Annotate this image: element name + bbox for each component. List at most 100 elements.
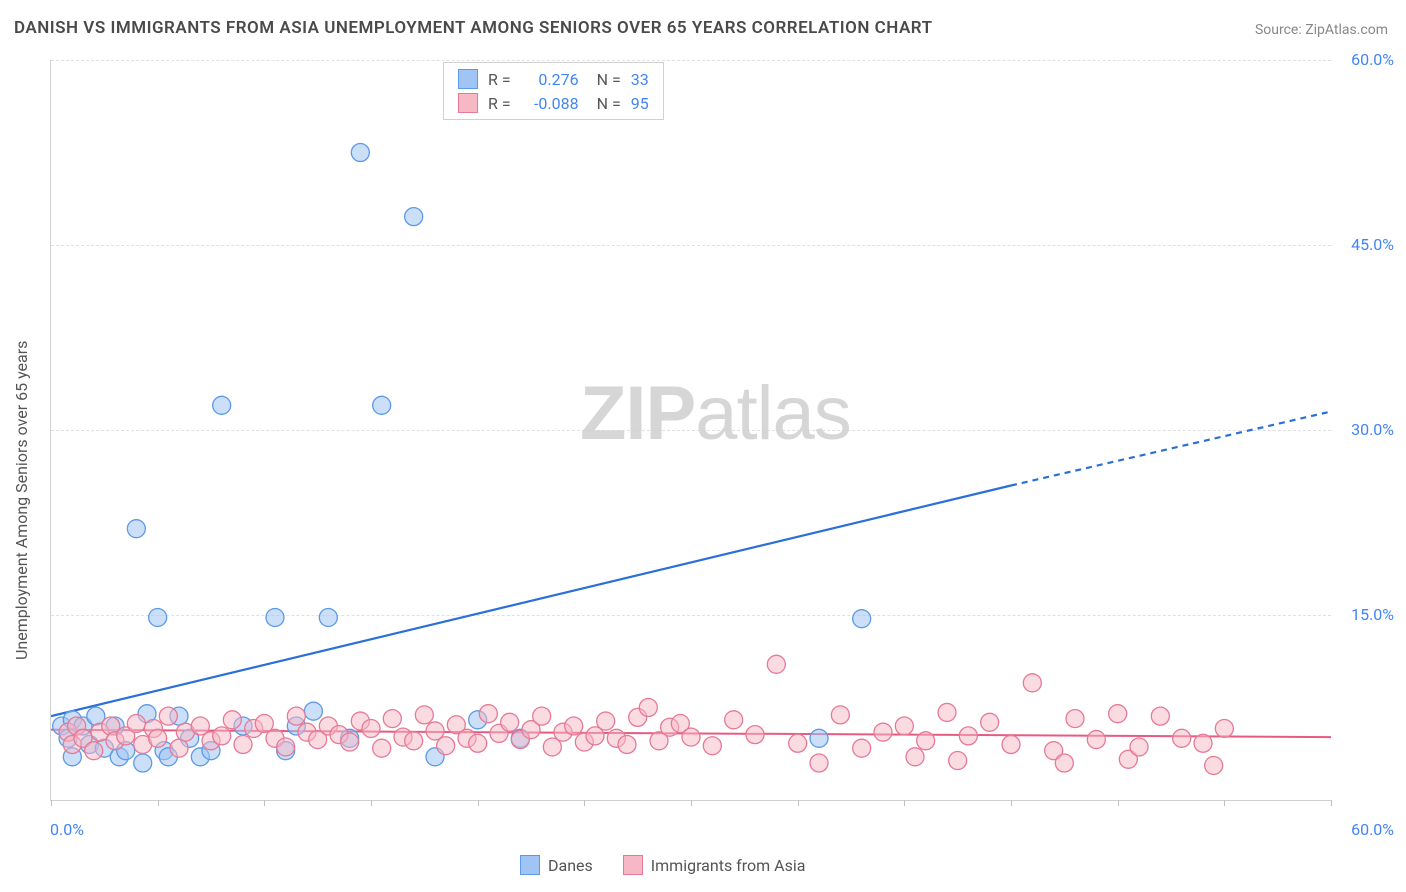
- legend-row: R =0.276N =33: [458, 67, 649, 91]
- legend-swatch: [623, 855, 643, 875]
- r-value: -0.088: [521, 94, 579, 113]
- data-point: [597, 712, 615, 730]
- data-point: [949, 752, 967, 770]
- data-point: [479, 705, 497, 723]
- chart-title: DANISH VS IMMIGRANTS FROM ASIA UNEMPLOYM…: [14, 18, 933, 38]
- y-tick-label: 15.0%: [1351, 605, 1394, 624]
- data-point: [415, 706, 433, 724]
- data-point: [906, 748, 924, 766]
- data-point: [351, 144, 369, 162]
- legend-swatch: [458, 69, 478, 89]
- data-point: [373, 739, 391, 757]
- data-point: [1130, 738, 1148, 756]
- chart-plot-area: [50, 60, 1331, 801]
- data-point: [682, 728, 700, 746]
- data-point: [533, 707, 551, 725]
- scatter-svg: [51, 60, 1331, 800]
- x-tick-mark: [371, 800, 372, 806]
- r-label: R =: [488, 70, 511, 89]
- data-point: [1194, 734, 1212, 752]
- data-point: [373, 396, 391, 414]
- x-tick-mark: [798, 800, 799, 806]
- data-point: [1002, 736, 1020, 754]
- legend-row: R = -0.088 N = 95: [458, 91, 649, 115]
- data-point: [234, 736, 252, 754]
- data-point: [703, 737, 721, 755]
- data-point: [981, 713, 999, 731]
- x-tick-mark: [1331, 800, 1332, 806]
- y-axis-label: Unemployment Among Seniors over 65 years: [12, 341, 31, 660]
- data-point: [437, 737, 455, 755]
- x-tick-mark: [584, 800, 585, 806]
- x-tick-label: 0.0%: [50, 820, 84, 839]
- data-point: [159, 707, 177, 725]
- data-point: [1215, 719, 1233, 737]
- x-tick-mark: [264, 800, 265, 806]
- y-tick-label: 30.0%: [1351, 420, 1394, 439]
- data-point: [149, 729, 167, 747]
- data-point: [917, 732, 935, 750]
- data-point: [810, 729, 828, 747]
- data-point: [810, 754, 828, 772]
- x-tick-mark: [1011, 800, 1012, 806]
- data-point: [1205, 756, 1223, 774]
- x-tick-mark: [158, 800, 159, 806]
- data-point: [1066, 710, 1084, 728]
- data-point: [341, 733, 359, 751]
- legend-swatch: [520, 855, 540, 875]
- data-point: [895, 717, 913, 735]
- x-tick-mark: [691, 800, 692, 806]
- data-point: [853, 739, 871, 757]
- regression-line-extrapolated: [1011, 412, 1331, 486]
- legend-label: Danes: [548, 856, 593, 875]
- data-point: [362, 719, 380, 737]
- data-point: [831, 706, 849, 724]
- series-legend: Danes Immigrants from Asia: [520, 855, 805, 875]
- data-point: [639, 699, 657, 717]
- r-value: 0.276: [521, 70, 579, 89]
- data-point: [469, 734, 487, 752]
- x-tick-mark: [478, 800, 479, 806]
- data-point: [1087, 731, 1105, 749]
- data-point: [1173, 729, 1191, 747]
- data-point: [383, 710, 401, 728]
- legend-label: Immigrants from Asia: [651, 856, 806, 875]
- y-tick-label: 45.0%: [1351, 235, 1394, 254]
- n-label: N =: [597, 94, 621, 113]
- data-point: [277, 738, 295, 756]
- data-point: [304, 702, 322, 720]
- x-tick-mark: [1118, 800, 1119, 806]
- data-point: [746, 726, 764, 744]
- chart-source: Source: ZipAtlas.com: [1255, 22, 1388, 38]
- x-tick-label: 60.0%: [1351, 820, 1394, 839]
- data-point: [938, 703, 956, 721]
- data-point: [874, 723, 892, 741]
- data-point: [319, 608, 337, 626]
- data-point: [725, 711, 743, 729]
- data-point: [405, 208, 423, 226]
- n-value: 95: [631, 94, 649, 113]
- data-point: [1023, 674, 1041, 692]
- legend-swatch: [458, 93, 478, 113]
- regression-line: [51, 486, 1011, 717]
- data-point: [85, 742, 103, 760]
- data-point: [223, 711, 241, 729]
- n-label: N =: [597, 70, 621, 89]
- data-point: [134, 754, 152, 772]
- data-point: [618, 736, 636, 754]
- data-point: [149, 608, 167, 626]
- data-point: [127, 520, 145, 538]
- correlation-legend: R =0.276N =33R =-0.088N =95: [443, 62, 664, 120]
- r-label: R =: [488, 94, 511, 113]
- data-point: [501, 713, 519, 731]
- data-point: [405, 732, 423, 750]
- x-tick-mark: [904, 800, 905, 806]
- data-point: [1055, 754, 1073, 772]
- data-point: [1109, 705, 1127, 723]
- data-point: [170, 739, 188, 757]
- y-tick-label: 60.0%: [1351, 50, 1394, 69]
- data-point: [565, 717, 583, 735]
- data-point: [767, 655, 785, 673]
- x-tick-mark: [1224, 800, 1225, 806]
- data-point: [1151, 707, 1169, 725]
